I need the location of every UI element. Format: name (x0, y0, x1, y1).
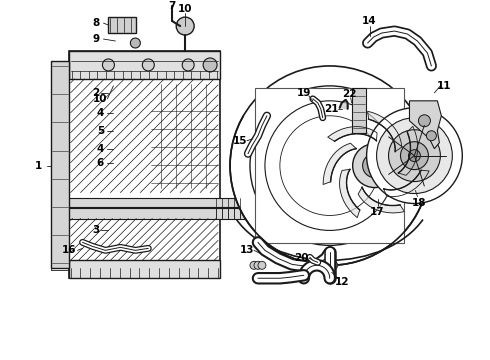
Bar (50, 61, 69, 268)
Circle shape (230, 66, 429, 265)
Circle shape (176, 17, 194, 35)
Bar (69, 260, 220, 278)
Circle shape (367, 108, 462, 203)
Circle shape (203, 58, 217, 72)
Text: 17: 17 (370, 207, 385, 217)
Circle shape (322, 261, 330, 269)
Text: 16: 16 (61, 246, 76, 255)
Text: 5: 5 (97, 126, 104, 136)
Text: 11: 11 (437, 81, 452, 91)
Circle shape (326, 261, 334, 269)
Text: 18: 18 (412, 198, 427, 207)
Polygon shape (358, 187, 404, 213)
Polygon shape (323, 143, 356, 184)
Circle shape (142, 59, 154, 71)
Circle shape (250, 86, 410, 246)
Polygon shape (410, 101, 441, 149)
Circle shape (245, 203, 255, 212)
Text: 12: 12 (335, 277, 349, 287)
Circle shape (400, 142, 428, 170)
Text: 4: 4 (97, 108, 104, 118)
Circle shape (130, 38, 140, 48)
Polygon shape (340, 100, 348, 109)
Circle shape (254, 261, 262, 269)
Bar (255, 88, 404, 243)
Bar (69, 51, 220, 79)
Text: 20: 20 (294, 253, 309, 263)
Circle shape (426, 131, 437, 141)
Bar (59, 207, 245, 219)
Text: 4: 4 (97, 144, 104, 154)
Text: 9: 9 (93, 34, 100, 44)
Bar (255, 88, 404, 243)
Bar (59, 198, 245, 208)
Polygon shape (340, 169, 360, 218)
Circle shape (409, 150, 420, 162)
Bar (69, 51, 220, 278)
Circle shape (330, 261, 338, 269)
Circle shape (418, 115, 430, 127)
Text: 14: 14 (362, 16, 377, 26)
Circle shape (250, 261, 258, 269)
Text: 22: 22 (343, 89, 357, 99)
Text: 7: 7 (169, 1, 176, 11)
Circle shape (182, 59, 194, 71)
Text: 10: 10 (178, 4, 193, 14)
Polygon shape (398, 126, 418, 175)
Text: 1: 1 (35, 161, 42, 171)
Bar (59, 208, 245, 220)
Circle shape (102, 59, 115, 71)
Text: 21: 21 (324, 104, 339, 114)
Bar (108, 17, 136, 33)
Text: 19: 19 (296, 88, 311, 98)
Polygon shape (384, 170, 429, 197)
Text: 13: 13 (240, 246, 254, 255)
Circle shape (353, 144, 396, 188)
Circle shape (363, 154, 387, 177)
Circle shape (389, 130, 441, 181)
Bar (352, 88, 366, 133)
Text: 10: 10 (93, 94, 108, 104)
Text: 8: 8 (93, 18, 100, 28)
Polygon shape (328, 127, 377, 141)
Circle shape (258, 261, 266, 269)
Text: 6: 6 (97, 158, 104, 168)
Text: 2: 2 (92, 88, 99, 98)
Text: 3: 3 (92, 225, 99, 235)
Text: 15: 15 (233, 136, 247, 146)
Circle shape (377, 118, 452, 194)
Polygon shape (368, 111, 402, 152)
